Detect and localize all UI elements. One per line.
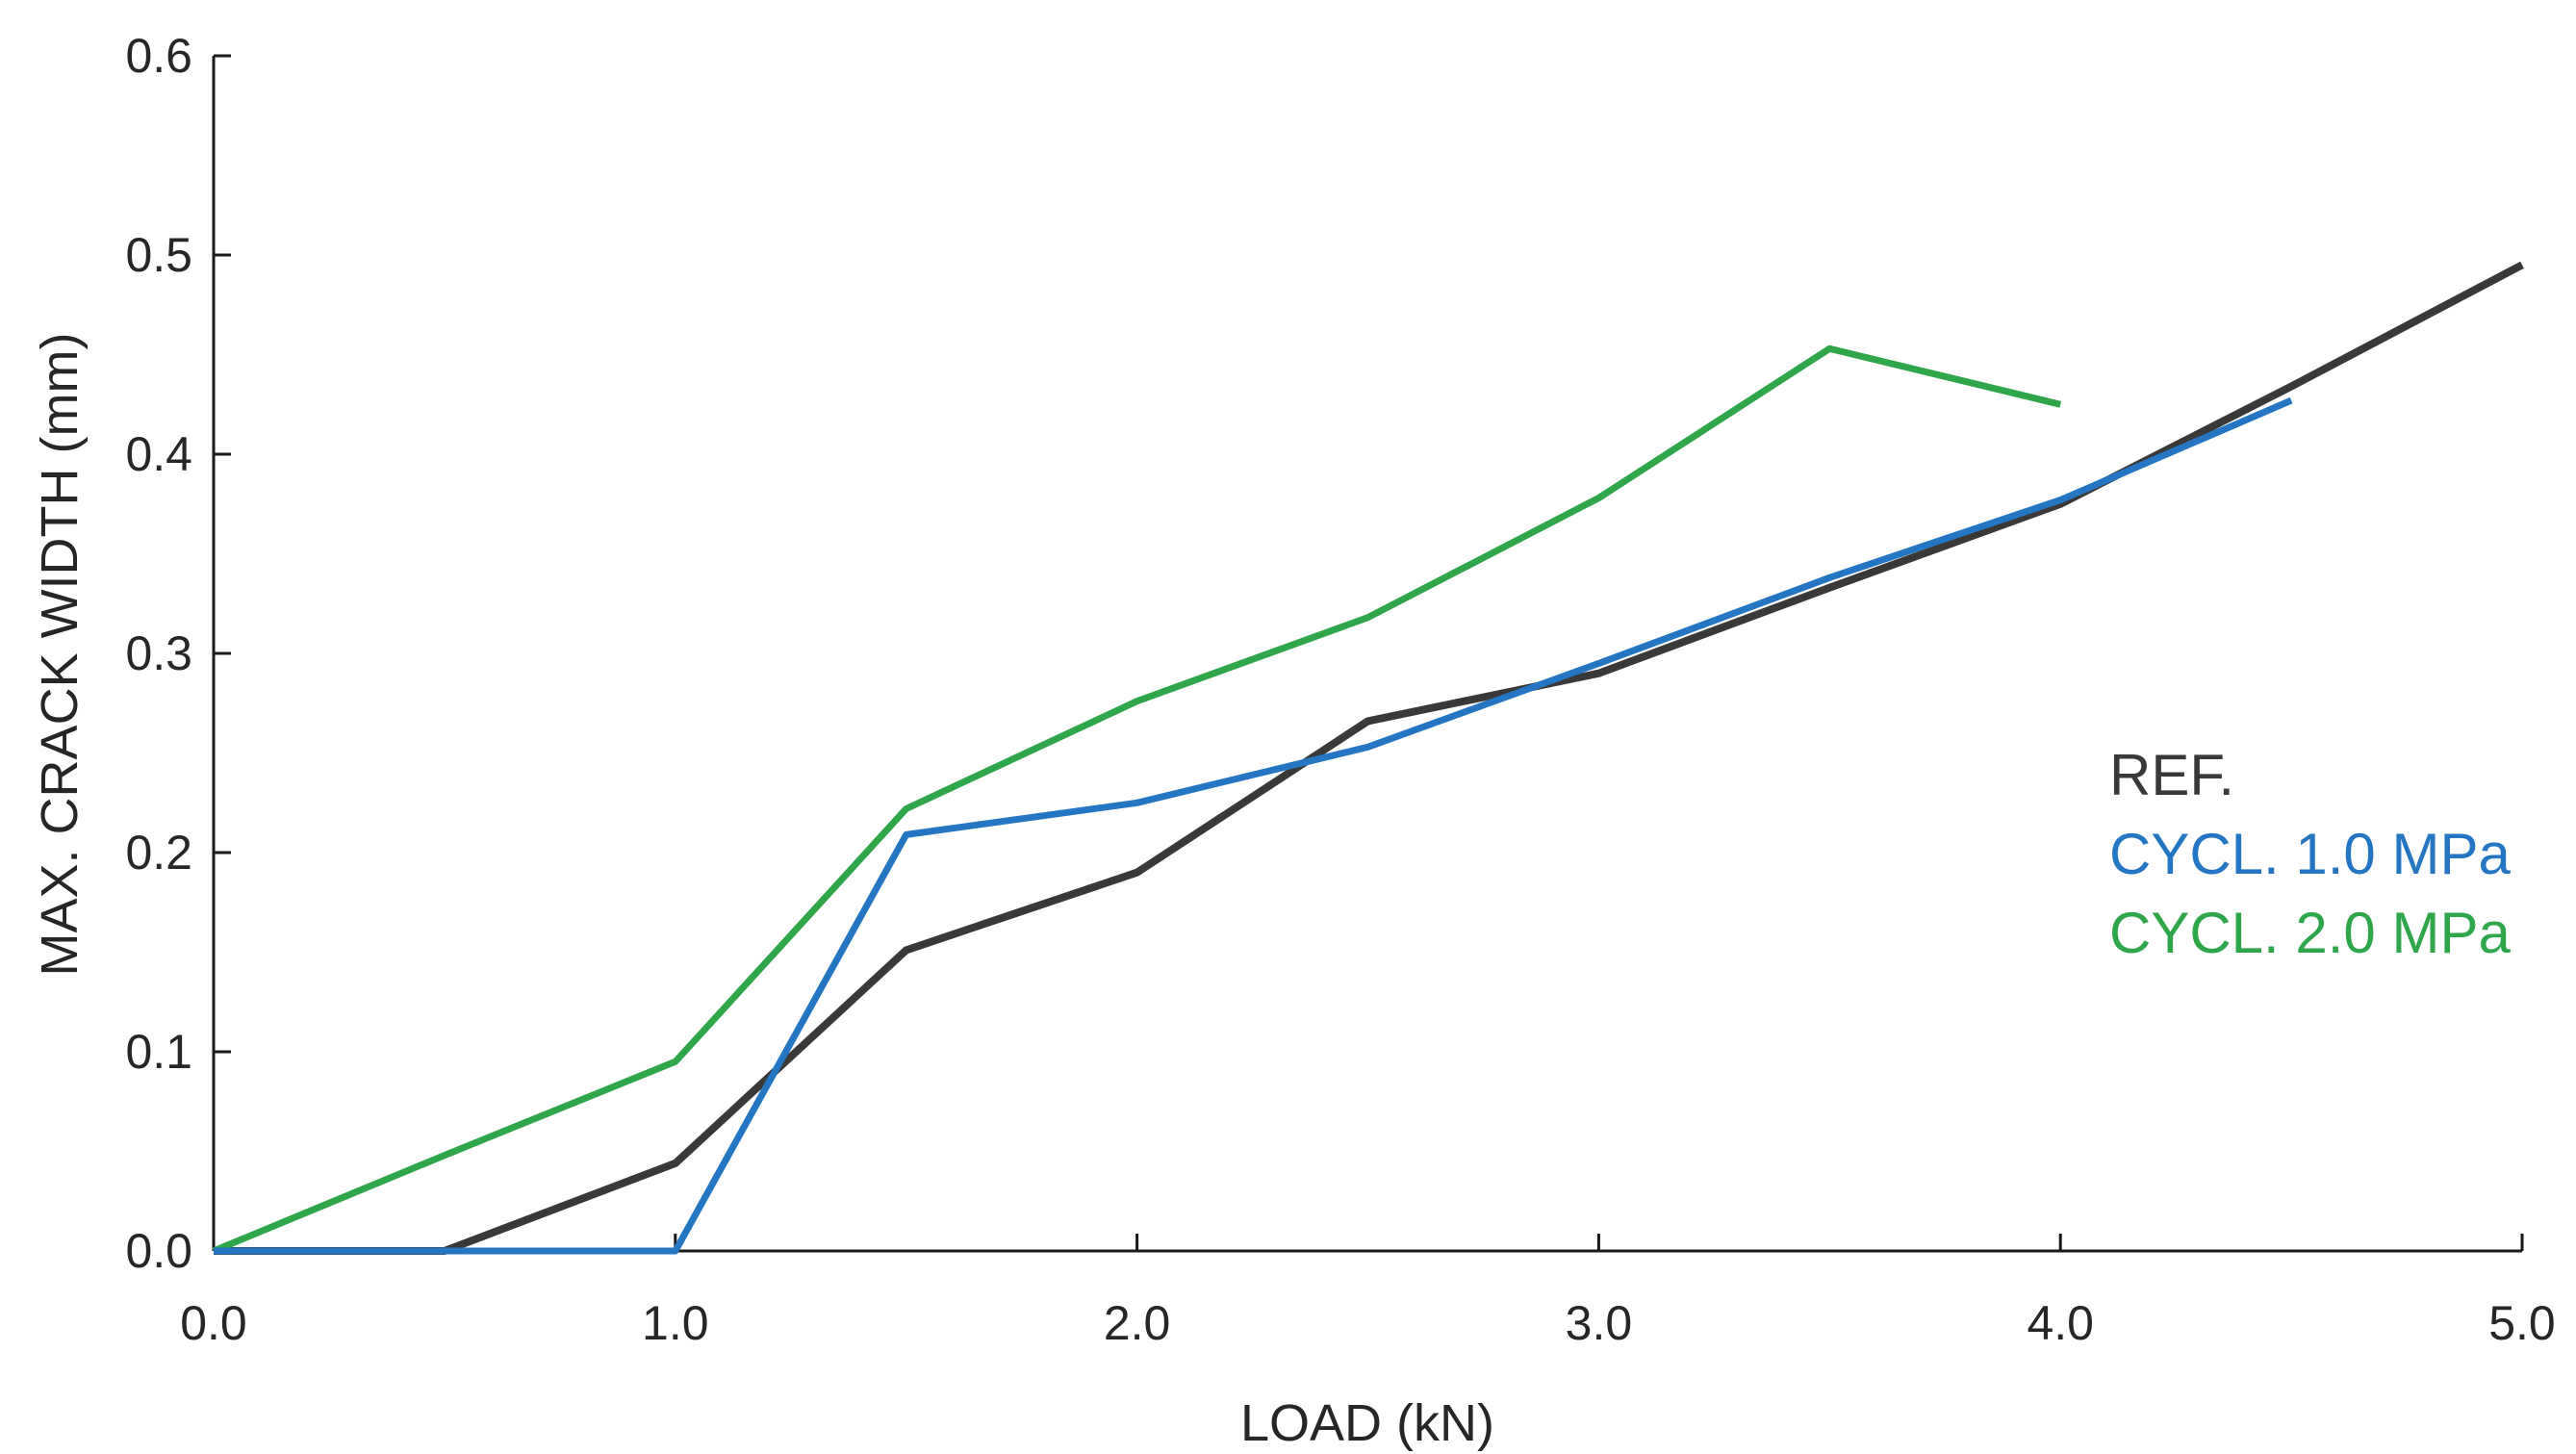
- legend-item-cycl-2-0-mpa: CYCL. 2.0 MPa: [2109, 901, 2511, 965]
- x-tick-label: 1.0: [642, 1296, 709, 1350]
- x-axis-title: LOAD (kN): [1239, 1394, 1495, 1452]
- y-tick-label: 0.5: [125, 228, 192, 282]
- y-tick-label: 0.4: [125, 427, 192, 481]
- y-tick-label: 0.6: [125, 29, 192, 83]
- legend: REF. CYCL. 1.0 MPa CYCL. 2.0 MPa: [2109, 739, 2511, 970]
- x-tick-label: 5.0: [2488, 1296, 2556, 1350]
- y-tick-label: 0.1: [125, 1025, 192, 1079]
- x-tick-label: 2.0: [1104, 1296, 1171, 1350]
- series-line-cycl-2-0-mpa: [212, 344, 2062, 1255]
- y-axis-title: MAX. CRACK WIDTH (mm): [31, 332, 89, 977]
- y-tick-label: 0.2: [125, 826, 192, 880]
- x-tick-label: 0.0: [180, 1296, 247, 1350]
- x-tick-label: 3.0: [1566, 1296, 1633, 1350]
- legend-item-ref: REF.: [2109, 743, 2235, 807]
- x-tick-label: 4.0: [2027, 1296, 2094, 1350]
- legend-item-cycl-1-0-mpa: CYCL. 1.0 MPa: [2109, 822, 2511, 886]
- series-line-cycl-1-0-mpa: [214, 396, 2293, 1255]
- y-tick-label: 0.3: [125, 626, 192, 680]
- y-tick-label: 0.0: [125, 1224, 192, 1278]
